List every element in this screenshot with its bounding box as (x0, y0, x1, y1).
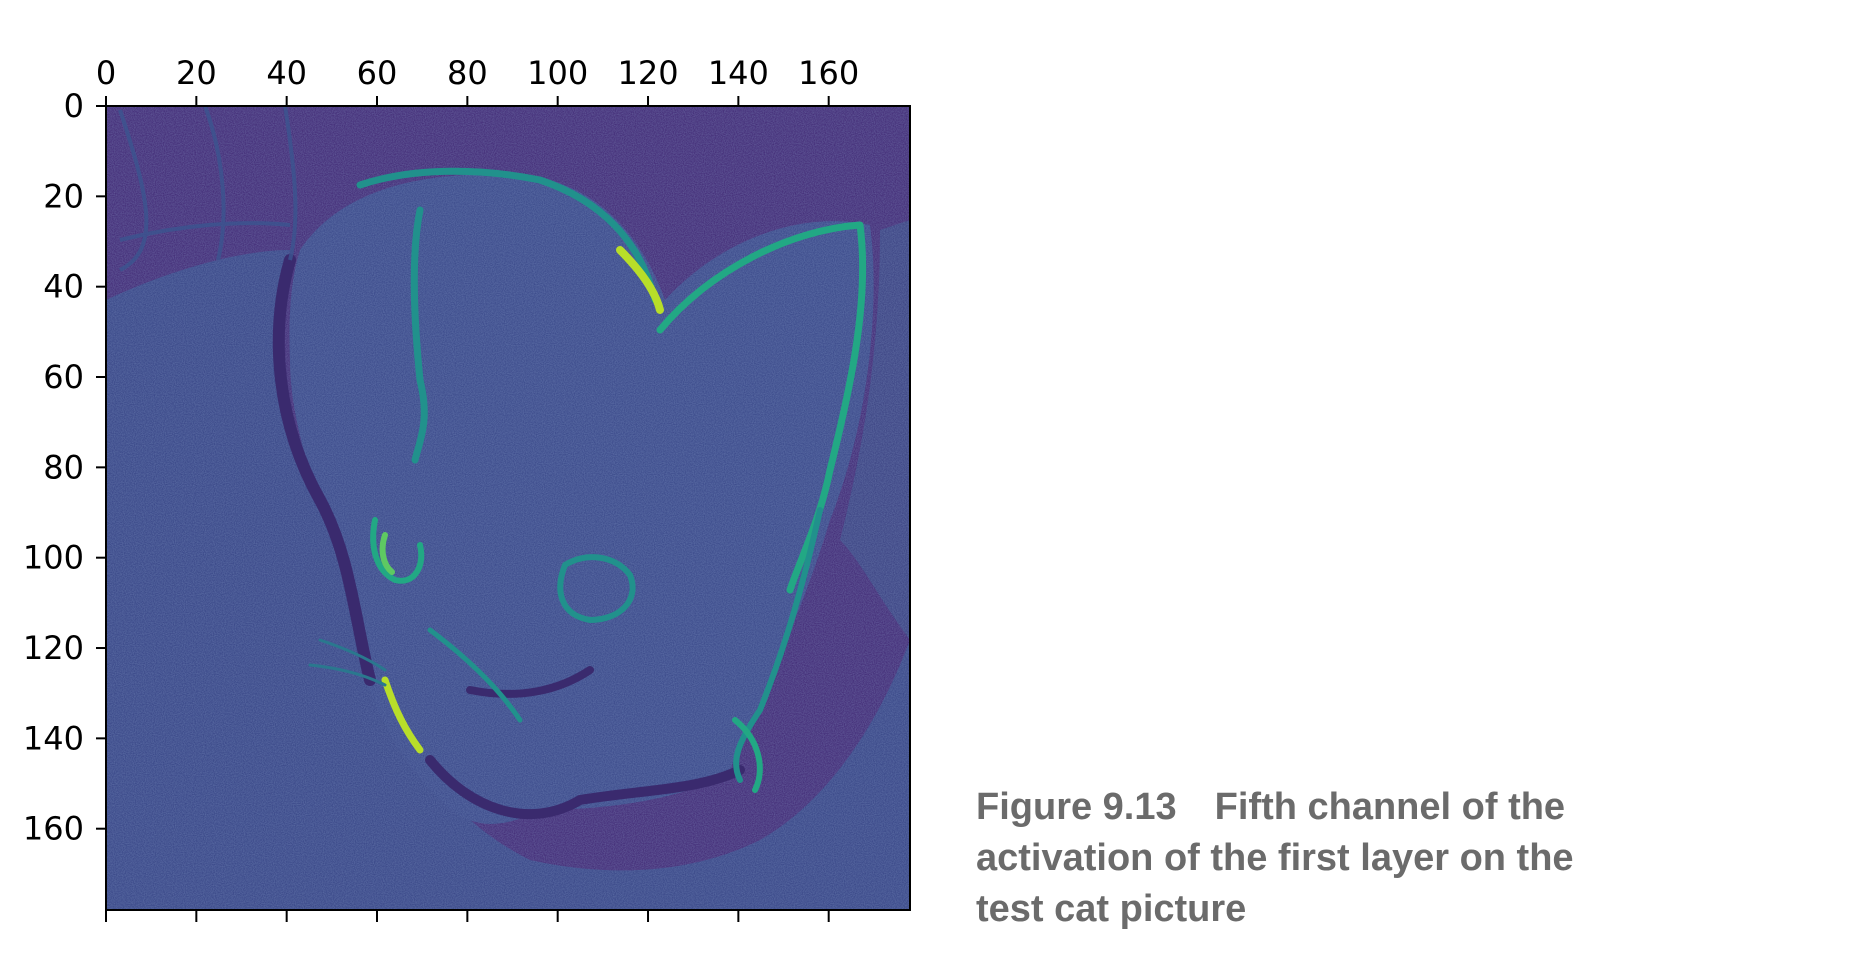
edge-head-top-bright (616, 246, 664, 314)
y-tick-label: 160 (23, 810, 84, 848)
x-tick-label: 40 (266, 54, 307, 92)
x-tick-label: 100 (527, 54, 588, 92)
activation-image (106, 106, 910, 910)
faint-line-4 (119, 221, 291, 242)
edge-head-top (356, 167, 659, 304)
edge-chin-right (732, 717, 763, 793)
y-tick-label: 20 (43, 177, 84, 215)
faint-line-3 (283, 106, 298, 261)
edge-left-ear (410, 206, 428, 464)
y-tick-label: 140 (23, 719, 84, 757)
y-tick-label: 60 (43, 358, 84, 396)
activation-map-figure: 0 20 40 60 80 100 120 140 160 0 20 40 60 80 100 120 140… (23, 54, 911, 922)
x-axis-top: 0 20 40 60 80 100 120 140 160 (96, 54, 859, 106)
texture-grain (106, 106, 910, 910)
edge-right-eye (557, 554, 636, 623)
edge-whiskers-left (308, 638, 387, 687)
x-tick-label: 20 (176, 54, 217, 92)
x-tick-label: 160 (798, 54, 859, 92)
y-tick-label: 100 (23, 539, 84, 577)
x-tick-label: 120 (617, 54, 678, 92)
x-tick-label: 60 (357, 54, 398, 92)
figure-number: Figure 9.13 (976, 786, 1177, 828)
plot-frame (105, 105, 911, 911)
faint-line-2 (203, 106, 226, 261)
x-tick-label: 0 (96, 54, 116, 92)
y-tick-label: 40 (43, 268, 84, 306)
activation-map-svg: 0 20 40 60 80 100 120 140 160 0 20 40 60 80 100 120 140… (23, 54, 911, 922)
x-axis-bottom-ticks (105, 910, 830, 922)
figure-caption: Figure 9.13 Fifth channel of the activati… (976, 782, 1616, 935)
figure-caption-text: Fifth channel of the activation of the f… (976, 786, 1574, 930)
shadow-edge-head (272, 254, 376, 686)
shadow-edge-chin (425, 755, 745, 819)
shadow-edge-nose (466, 666, 594, 698)
edge-mouth (427, 627, 523, 723)
edge-whisker-bright (381, 676, 424, 754)
y-tick-label: 120 (23, 629, 84, 667)
y-axis: 0 20 40 60 80 100 120 140 160 (23, 87, 106, 848)
faint-line-1 (118, 109, 149, 272)
edge-face-right (733, 507, 823, 783)
edge-left-eye (370, 517, 425, 584)
edge-left-eye-bright (379, 532, 395, 575)
y-tick-label: 0 (64, 87, 84, 125)
x-tick-label: 140 (708, 54, 769, 92)
y-tick-label: 80 (43, 448, 84, 486)
x-tick-label: 80 (447, 54, 488, 92)
